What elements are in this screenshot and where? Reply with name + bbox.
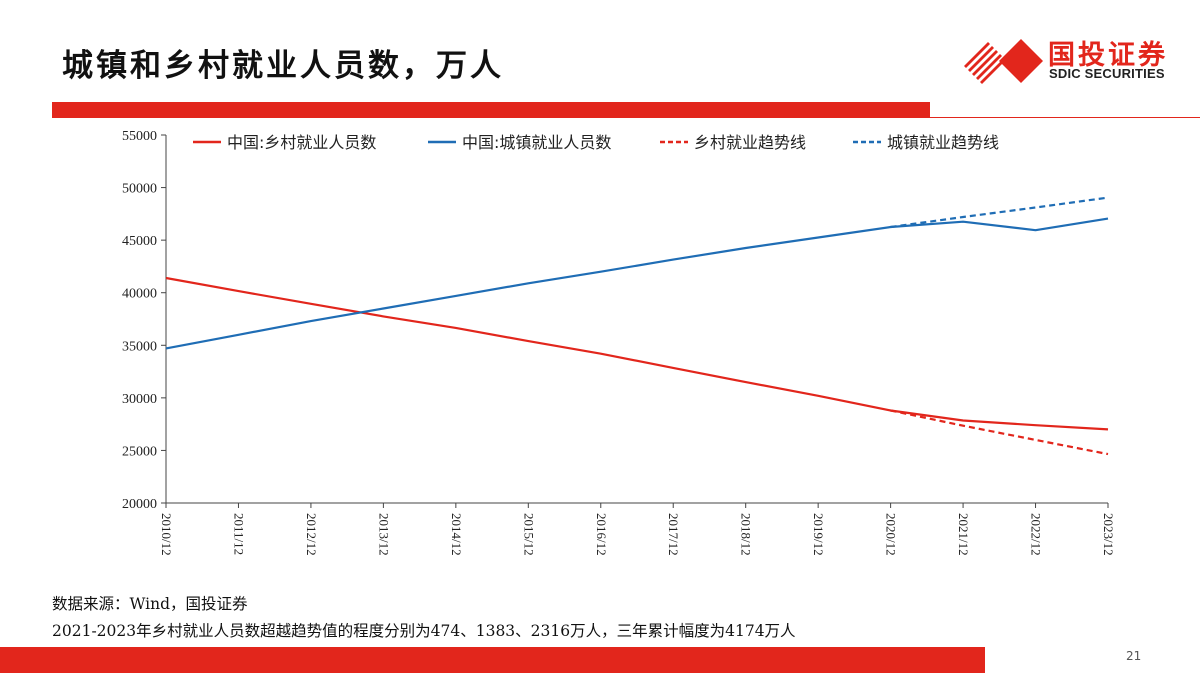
x-tick-label: 2014/12: [449, 513, 464, 556]
series-line-2: [890, 409, 1109, 456]
x-tick-label: 2011/12: [231, 513, 246, 555]
x-tick-label: 2016/12: [594, 513, 609, 556]
page-number: 21: [1126, 649, 1142, 663]
y-tick-label: 45000: [122, 234, 157, 249]
x-tick-label: 2021/12: [956, 513, 971, 556]
x-tick-label: 2020/12: [884, 513, 899, 556]
page-title: 城镇和乡村就业人员数，万人: [62, 48, 504, 84]
legend-label-3: 城镇就业趋势线: [887, 133, 999, 152]
x-tick-label: 2018/12: [739, 513, 754, 556]
y-tick-label: 25000: [122, 444, 157, 459]
x-tick-label: 2023/12: [1101, 513, 1116, 556]
y-tick-label: 50000: [122, 182, 157, 197]
legend-label-0: 中国:乡村就业人员数: [227, 133, 376, 152]
y-tick-label: 20000: [122, 497, 157, 512]
chart-axes: 20000 25000 30000 35000 40000 45000 50000 55000…: [122, 129, 1116, 556]
x-tick-label: 2015/12: [521, 513, 536, 556]
logo-name-cn: 国投证券: [1048, 40, 1168, 71]
company-logo: 国投证券 SDIC SECURITIES: [955, 33, 1185, 85]
footer-gap: [985, 647, 1200, 673]
y-tick-label: 35000: [122, 339, 157, 354]
legend-label-1: 中国:城镇就业人员数: [462, 133, 611, 152]
logo-name-en: SDIC SECURITIES: [1049, 66, 1165, 81]
x-tick-label: 2017/12: [666, 513, 681, 556]
chart-series: [165, 196, 1109, 456]
data-source-note: 数据来源：Wind，国投证券: [52, 595, 248, 613]
header-accent-bar: [52, 102, 930, 118]
chart-legend: 中国:乡村就业人员数 中国:城镇就业人员数 乡村就业趋势线 城镇就业趋势线: [193, 133, 999, 152]
x-tick-label: 2022/12: [1029, 513, 1044, 556]
x-tick-label: 2012/12: [304, 513, 319, 556]
chart-caption: 2021-2023年乡村就业人员数超越趋势值的程度分别为474、1383、231…: [52, 622, 796, 640]
series-line-3: [890, 196, 1109, 229]
y-tick-label: 55000: [122, 129, 157, 144]
x-tick-label: 2019/12: [811, 513, 826, 556]
legend-label-2: 乡村就业趋势线: [694, 133, 806, 152]
x-tick-label: 2010/12: [159, 513, 174, 556]
x-tick-label: 2013/12: [376, 513, 391, 556]
y-tick-label: 40000: [122, 287, 157, 302]
logo-mark-icon: [959, 37, 1043, 85]
series-line-0: [165, 276, 1109, 431]
series-line-1: [165, 217, 1109, 350]
y-tick-label: 30000: [122, 392, 157, 407]
header-accent-line: [930, 117, 1200, 118]
